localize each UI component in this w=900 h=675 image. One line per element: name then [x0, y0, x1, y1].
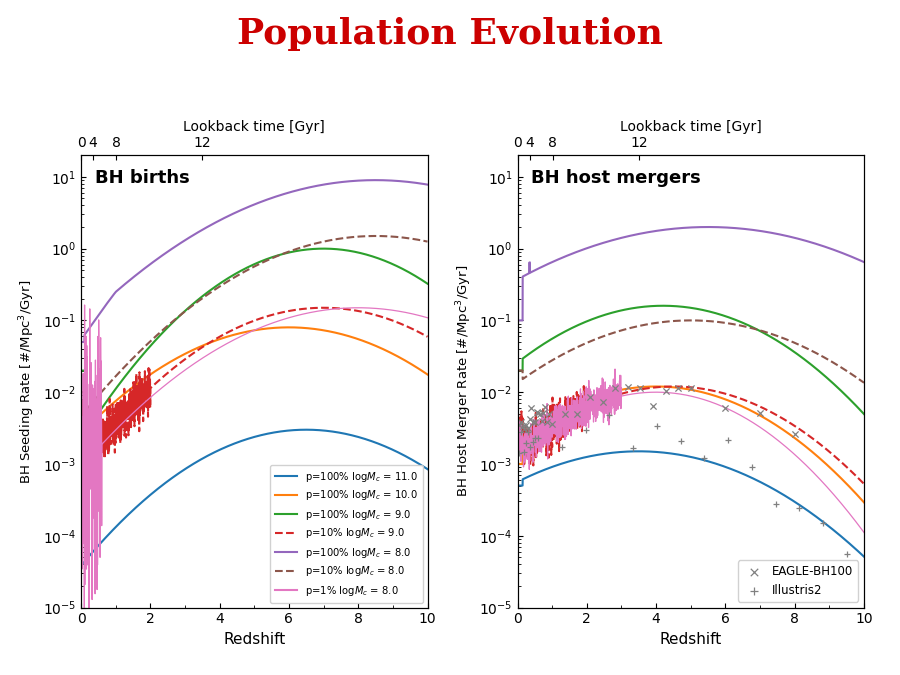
- Illustris2: [792, 503, 806, 514]
- EAGLE-BH100: [542, 408, 556, 419]
- Text: Population Evolution: Population Evolution: [237, 17, 663, 51]
- Illustris2: [673, 435, 688, 446]
- Illustris2: [744, 461, 759, 472]
- Illustris2: [514, 427, 528, 437]
- X-axis label: Redshift: Redshift: [660, 632, 722, 647]
- EAGLE-BH100: [521, 423, 535, 434]
- EAGLE-BH100: [634, 383, 648, 394]
- EAGLE-BH100: [518, 424, 532, 435]
- X-axis label: Redshift: Redshift: [223, 632, 285, 647]
- EAGLE-BH100: [522, 414, 536, 425]
- Illustris2: [840, 549, 854, 560]
- EAGLE-BH100: [519, 420, 534, 431]
- EAGLE-BH100: [516, 421, 530, 431]
- EAGLE-BH100: [684, 383, 698, 394]
- EAGLE-BH100: [540, 416, 554, 427]
- Y-axis label: BH Host Merger Rate [#/Mpc$^3$/Gyr]: BH Host Merger Rate [#/Mpc$^3$/Gyr]: [454, 265, 473, 497]
- EAGLE-BH100: [596, 397, 610, 408]
- Legend: p=100% log$M_c$ = 11.0, p=100% log$M_c$ = 10.0, p=100% log$M_c$ = 9.0, p=10% log: p=100% log$M_c$ = 11.0, p=100% log$M_c$ …: [270, 464, 422, 603]
- EAGLE-BH100: [512, 420, 526, 431]
- Illustris2: [650, 421, 664, 431]
- Illustris2: [531, 433, 545, 443]
- EAGLE-BH100: [557, 408, 572, 419]
- Illustris2: [579, 424, 593, 435]
- X-axis label: Lookback time [Gyr]: Lookback time [Gyr]: [620, 120, 761, 134]
- Illustris2: [815, 518, 830, 529]
- EAGLE-BH100: [536, 408, 551, 418]
- EAGLE-BH100: [527, 416, 542, 427]
- Legend: EAGLE-BH100, Illustris2: EAGLE-BH100, Illustris2: [738, 560, 858, 601]
- Illustris2: [626, 443, 641, 454]
- Illustris2: [526, 436, 540, 447]
- Illustris2: [698, 452, 712, 463]
- Illustris2: [721, 435, 735, 446]
- EAGLE-BH100: [646, 401, 661, 412]
- EAGLE-BH100: [524, 403, 538, 414]
- EAGLE-BH100: [718, 403, 733, 414]
- Illustris2: [517, 447, 531, 458]
- EAGLE-BH100: [658, 385, 672, 396]
- Illustris2: [521, 427, 535, 437]
- Text: BH host mergers: BH host mergers: [531, 169, 701, 187]
- EAGLE-BH100: [529, 407, 544, 418]
- Illustris2: [527, 433, 542, 444]
- Illustris2: [602, 410, 616, 421]
- Illustris2: [769, 498, 783, 509]
- EAGLE-BH100: [621, 381, 635, 392]
- EAGLE-BH100: [752, 407, 767, 418]
- EAGLE-BH100: [670, 383, 686, 394]
- EAGLE-BH100: [526, 416, 540, 427]
- EAGLE-BH100: [514, 416, 528, 427]
- EAGLE-BH100: [544, 418, 559, 429]
- Y-axis label: BH Seeding Rate [#/Mpc$^3$/Gyr]: BH Seeding Rate [#/Mpc$^3$/Gyr]: [17, 279, 37, 483]
- EAGLE-BH100: [531, 407, 545, 418]
- EAGLE-BH100: [535, 416, 549, 427]
- Illustris2: [518, 437, 533, 448]
- Text: BH births: BH births: [94, 169, 190, 187]
- EAGLE-BH100: [533, 408, 547, 419]
- X-axis label: Lookback time [Gyr]: Lookback time [Gyr]: [184, 120, 325, 134]
- Illustris2: [512, 448, 526, 459]
- Illustris2: [523, 442, 537, 453]
- Illustris2: [554, 441, 569, 452]
- EAGLE-BH100: [583, 392, 598, 403]
- EAGLE-BH100: [608, 383, 623, 394]
- EAGLE-BH100: [788, 429, 802, 439]
- EAGLE-BH100: [571, 408, 585, 419]
- EAGLE-BH100: [538, 401, 553, 412]
